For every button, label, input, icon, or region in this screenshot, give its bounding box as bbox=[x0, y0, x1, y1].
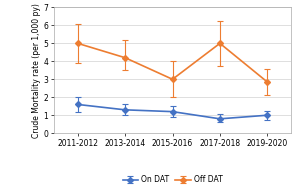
Y-axis label: Crude Mortality rate (per 1,000 py): Crude Mortality rate (per 1,000 py) bbox=[32, 3, 41, 138]
Legend: On DAT, Off DAT: On DAT, Off DAT bbox=[120, 172, 225, 185]
